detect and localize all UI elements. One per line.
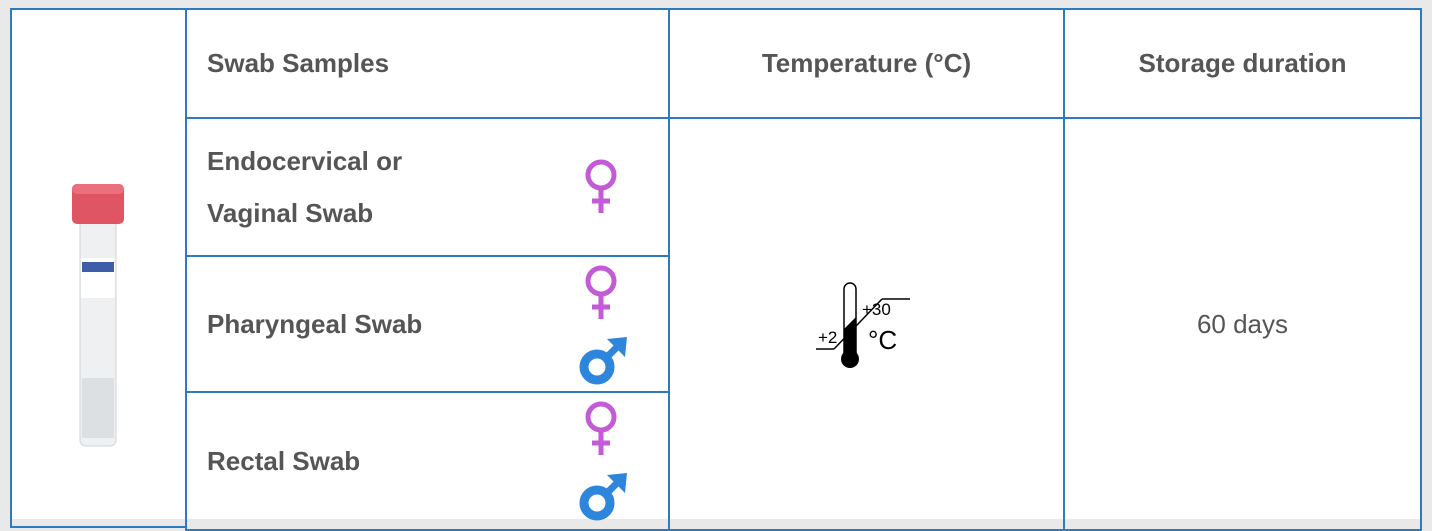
female-icon [585,159,617,213]
image-cell [10,8,187,528]
sample-cell: Rectal Swab [185,391,670,531]
header-cell: Swab Samples [185,8,670,119]
sample-text: Pharyngeal Swab [207,309,423,339]
sample-cell: Pharyngeal Swab [185,255,670,393]
temperature-cell: +2 +30 °C [668,117,1065,531]
header-text: Storage duration [1138,48,1347,78]
header-cell: Temperature (°C) [668,8,1065,119]
header-text: Swab Samples [207,48,390,78]
header-cell: Storage duration [1063,8,1422,119]
page: Swab Samples Temperature (°C) Storage du… [10,8,1422,531]
sample-text: Endocervical or Vaginal Swab [207,146,403,228]
swab-tube-icon [72,184,124,447]
storage-cell: 60 days [1063,117,1422,531]
storage-text: 60 days [1196,308,1289,339]
sample-cell: Endocervical or Vaginal Swab [185,117,670,257]
temp-max: +30 [862,300,891,319]
sample-text: Rectal Swab [207,446,361,476]
temperature-icon: +2 +30 °C [816,282,910,368]
female-male-icons [579,265,627,385]
table: Swab Samples Temperature (°C) Storage du… [10,8,1422,531]
temp-unit: °C [868,325,897,355]
female-male-icons [579,401,627,521]
temp-min: +2 [818,328,837,347]
header-text: Temperature (°C) [761,48,972,78]
